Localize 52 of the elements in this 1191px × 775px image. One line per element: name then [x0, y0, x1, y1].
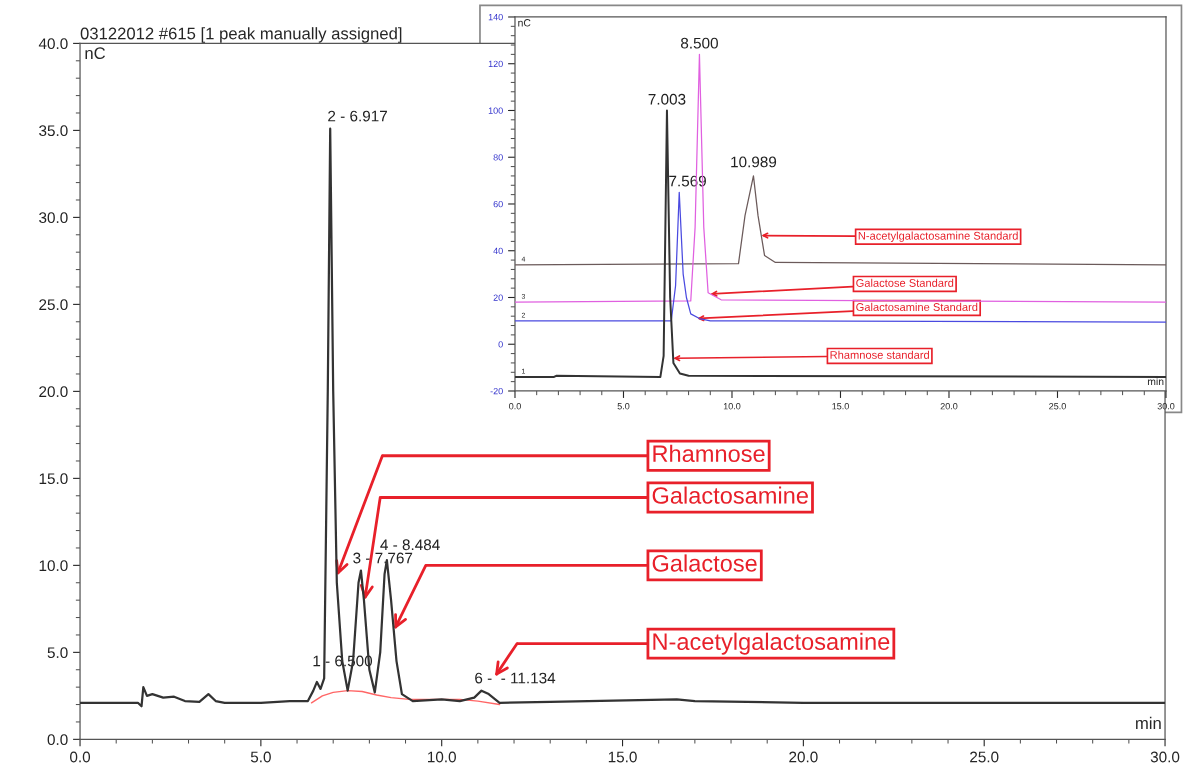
x-tick-label: 0.0 [509, 403, 521, 410]
annotation: Galactose [652, 554, 757, 572]
y-tick-label: 20.0 [39, 386, 68, 398]
annotation: 10.989 [731, 156, 777, 168]
x-tick-label: 15.0 [608, 751, 637, 763]
y-tick-label: 15.0 [39, 473, 68, 485]
y-tick-label: 40 [493, 247, 503, 255]
y-tick-label: 25.0 [39, 299, 68, 311]
x-tick-label: 30.0 [1150, 751, 1180, 763]
annotation: N-acetylgalactosamine [653, 632, 890, 655]
annotation: 2 - 6.917 [328, 110, 387, 122]
x-tick-label: 0.0 [70, 751, 91, 763]
annotation: 8.500 [680, 37, 718, 49]
y-tick-label: 0 [498, 341, 503, 348]
y-tick-label: 60 [493, 200, 503, 208]
y-axis-title: nC [85, 47, 106, 60]
x-tick-label: 20.0 [940, 403, 958, 410]
x-tick-label: 20.0 [789, 751, 818, 763]
y-tick-label: 0.0 [47, 734, 68, 746]
y-tick-label: 120 [488, 60, 503, 68]
y-tick-label: 140 [488, 13, 503, 21]
x-tick-label: 30.0 [1157, 403, 1175, 410]
x-tick-label: 10.0 [723, 403, 741, 410]
y-tick-label: 10.0 [39, 560, 68, 572]
y-tick-label: 35.0 [39, 125, 68, 137]
annotation: 6 - - 11.134 [475, 672, 556, 684]
annotation: Rhamnose [653, 444, 765, 463]
annotation: 3 - 7.767 [353, 552, 413, 564]
x-tick-label: 25.0 [970, 751, 999, 763]
series-label: Rhamnose standard [830, 350, 929, 359]
y-tick-label: 100 [488, 107, 503, 114]
y-axis-title: nC [518, 19, 531, 27]
x-tick-label: 10.0 [428, 751, 456, 763]
chart-title: 03122012 #615 [1 peak manually assigned] [80, 27, 402, 43]
y-tick-label: 20 [493, 294, 503, 301]
x-tick-label: 25.0 [1049, 403, 1066, 410]
x-axis-title: min [1136, 716, 1161, 729]
x-axis-title: min [1147, 377, 1164, 386]
annotation: 4 - 8.484 [380, 539, 440, 551]
annotation: Galactosamine [652, 486, 808, 504]
series-label: N-acetylgalactosamine Standard [858, 231, 1018, 242]
y-tick-label: 30.0 [39, 212, 68, 224]
y-tick-label: 80 [493, 154, 503, 161]
y-tick-label: 40.0 [38, 38, 68, 50]
x-tick-label: 5.0 [617, 403, 630, 410]
x-tick-label: 15.0 [832, 403, 849, 410]
y-tick-label: 5.0 [47, 647, 68, 659]
series-label: Galactose Standard [856, 278, 954, 287]
y-tick-label: -20 [490, 387, 503, 395]
annotation: 7.003 [648, 93, 686, 105]
x-tick-label: 5.0 [250, 751, 271, 763]
series-label: Galactosamine Standard [856, 302, 978, 311]
